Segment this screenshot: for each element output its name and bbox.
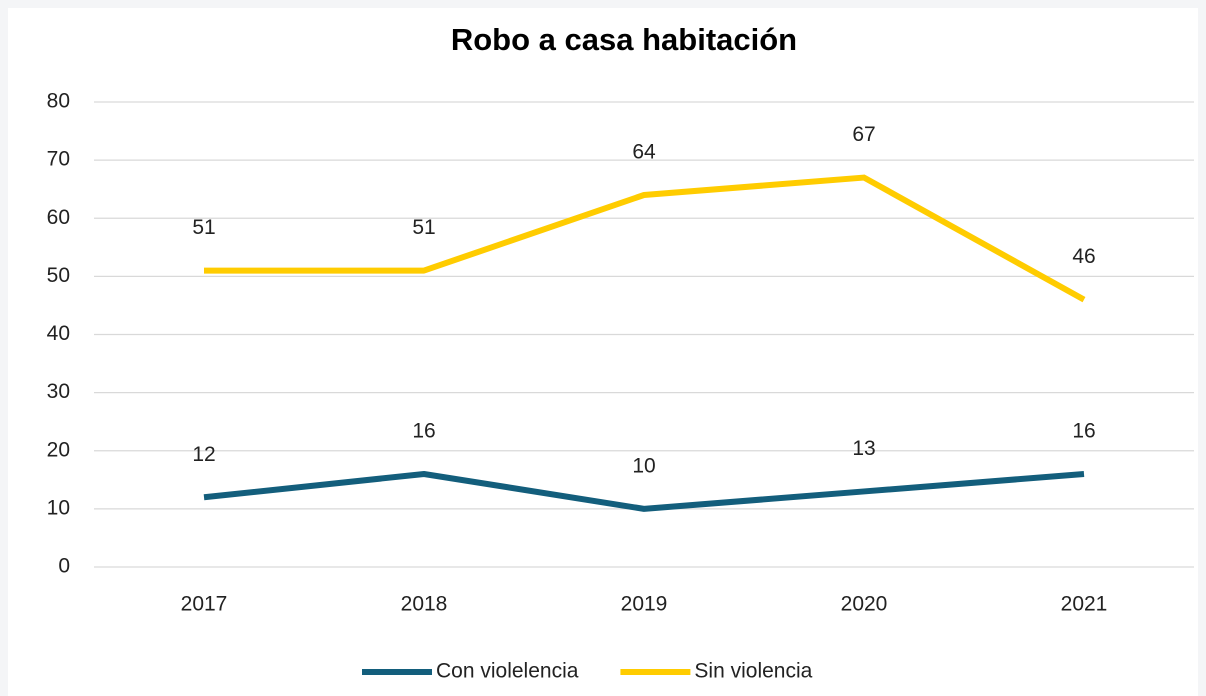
y-tick-label: 70: [47, 148, 70, 171]
legend-label: Con violelencia: [436, 660, 579, 683]
x-tick-label: 2020: [841, 593, 888, 616]
y-tick-label: 60: [47, 206, 70, 229]
x-tick-label: 2018: [401, 593, 448, 616]
y-tick-label: 40: [47, 322, 70, 345]
data-label: 67: [852, 123, 875, 146]
y-tick-label: 10: [47, 496, 70, 519]
data-label: 51: [192, 216, 215, 239]
y-tick-label: 20: [47, 438, 70, 461]
y-tick-label: 30: [47, 380, 70, 403]
legend-label: Sin violencia: [694, 660, 812, 683]
chart-background: [8, 8, 1198, 696]
x-tick-label: 2021: [1061, 593, 1108, 616]
y-tick-label: 0: [58, 555, 70, 578]
data-label: 46: [1072, 245, 1095, 268]
data-label: 10: [632, 454, 655, 477]
x-tick-label: 2019: [621, 593, 668, 616]
data-label: 12: [192, 443, 215, 466]
series-line: [203, 471, 1085, 512]
series-line: [204, 174, 1086, 303]
y-tick-label: 50: [47, 264, 70, 287]
x-tick-label: 2017: [181, 593, 228, 616]
chart-title: Robo a casa habitación: [451, 22, 797, 57]
data-label: 16: [412, 420, 435, 443]
data-label: 51: [412, 216, 435, 239]
data-label: 64: [632, 141, 656, 164]
y-tick-label: 80: [47, 90, 70, 113]
data-label: 13: [852, 437, 875, 460]
data-label: 16: [1072, 420, 1095, 443]
